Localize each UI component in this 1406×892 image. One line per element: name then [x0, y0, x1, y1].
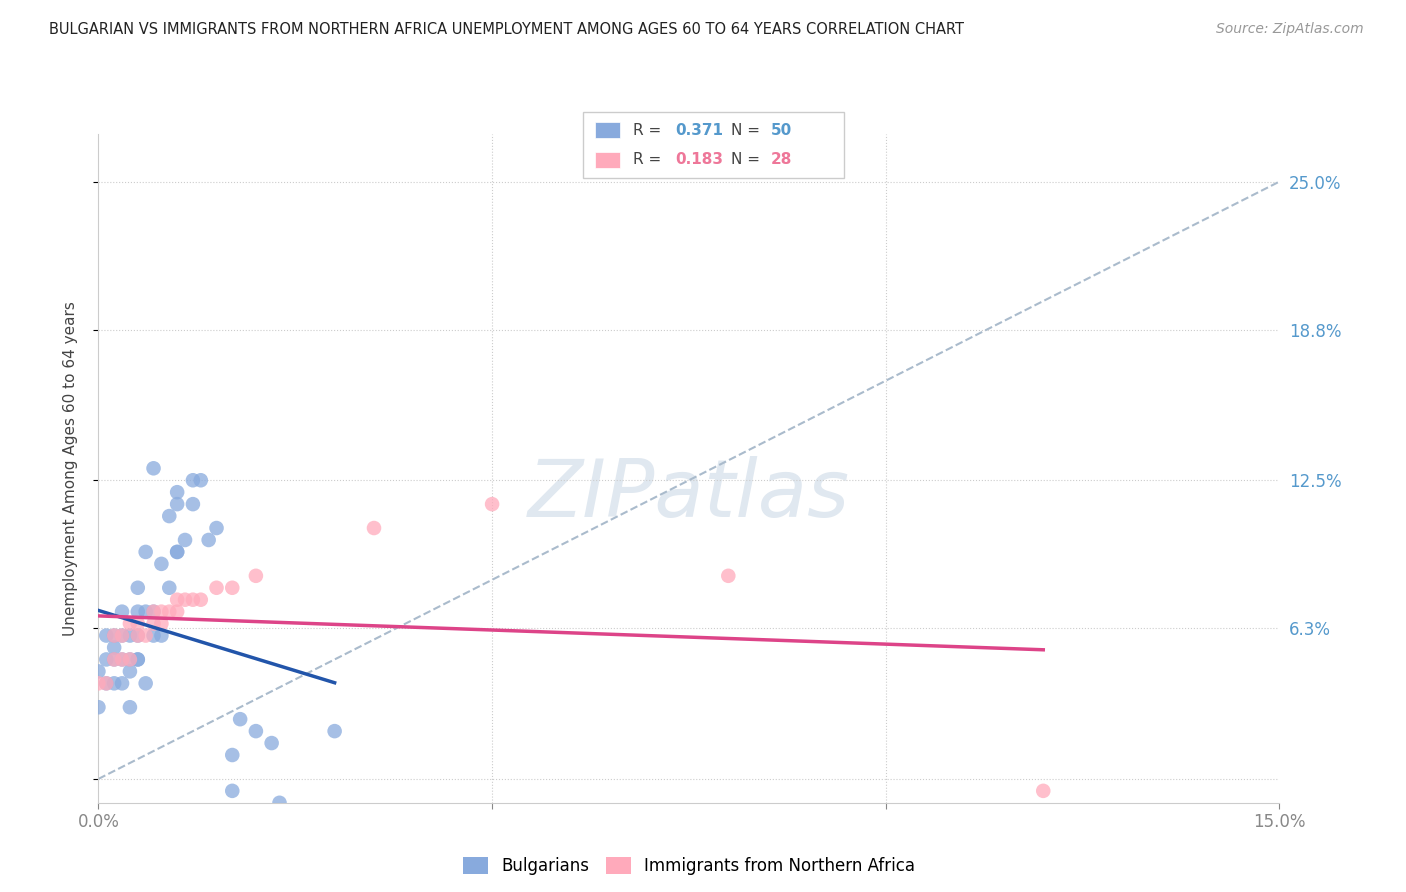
Point — [118, 628, 141, 642]
Point — [260, 736, 283, 750]
Point — [96, 676, 118, 690]
Point — [190, 592, 212, 607]
Point — [127, 628, 149, 642]
Text: R =: R = — [633, 123, 666, 137]
Point — [142, 605, 165, 619]
Text: N =: N = — [731, 153, 765, 167]
Point — [190, 473, 212, 487]
Point — [127, 616, 149, 631]
Point — [323, 724, 346, 739]
Point — [103, 652, 125, 666]
Point — [118, 700, 141, 714]
Point — [166, 545, 188, 559]
Text: 0.371: 0.371 — [675, 123, 723, 137]
Point — [174, 592, 197, 607]
Point — [166, 605, 188, 619]
Point — [166, 592, 188, 607]
Point — [181, 592, 204, 607]
Point — [87, 665, 110, 679]
Point — [135, 605, 157, 619]
Point — [118, 616, 141, 631]
Point — [174, 533, 197, 547]
Point — [87, 700, 110, 714]
Point — [142, 605, 165, 619]
Point — [127, 581, 149, 595]
Point — [245, 724, 267, 739]
Point — [118, 652, 141, 666]
Point — [127, 652, 149, 666]
Point — [717, 569, 740, 583]
Y-axis label: Unemployment Among Ages 60 to 64 years: Unemployment Among Ages 60 to 64 years — [63, 301, 77, 636]
Text: BULGARIAN VS IMMIGRANTS FROM NORTHERN AFRICA UNEMPLOYMENT AMONG AGES 60 TO 64 YE: BULGARIAN VS IMMIGRANTS FROM NORTHERN AF… — [49, 22, 965, 37]
Point — [103, 628, 125, 642]
Point — [205, 581, 228, 595]
Point — [481, 497, 503, 511]
Point — [166, 545, 188, 559]
Text: 0.183: 0.183 — [675, 153, 723, 167]
Point — [96, 652, 118, 666]
Point — [127, 605, 149, 619]
Point — [103, 628, 125, 642]
Point — [127, 652, 149, 666]
Text: Source: ZipAtlas.com: Source: ZipAtlas.com — [1216, 22, 1364, 37]
Point — [135, 676, 157, 690]
Point — [111, 652, 134, 666]
Text: 28: 28 — [770, 153, 792, 167]
Text: ZIPatlas: ZIPatlas — [527, 456, 851, 534]
Point — [197, 533, 219, 547]
Point — [142, 461, 165, 475]
Point — [181, 473, 204, 487]
Point — [127, 628, 149, 642]
Point — [221, 784, 243, 798]
Point — [157, 605, 180, 619]
Point — [157, 581, 180, 595]
Text: 50: 50 — [770, 123, 792, 137]
Point — [111, 652, 134, 666]
Point — [1032, 784, 1054, 798]
Point — [118, 665, 141, 679]
Point — [221, 747, 243, 762]
Point — [96, 628, 118, 642]
Point — [111, 628, 134, 642]
Point — [111, 628, 134, 642]
Point — [205, 521, 228, 535]
Point — [142, 628, 165, 642]
Point — [103, 676, 125, 690]
Point — [96, 676, 118, 690]
Point — [166, 485, 188, 500]
Point — [150, 628, 173, 642]
Point — [269, 796, 291, 810]
Point — [142, 616, 165, 631]
Legend: Bulgarians, Immigrants from Northern Africa: Bulgarians, Immigrants from Northern Afr… — [456, 850, 922, 881]
Point — [221, 581, 243, 595]
Point — [157, 509, 180, 524]
Point — [103, 640, 125, 655]
Text: N =: N = — [731, 123, 765, 137]
Point — [166, 497, 188, 511]
Point — [150, 616, 173, 631]
Point — [135, 628, 157, 642]
Point — [363, 521, 385, 535]
Point — [87, 676, 110, 690]
Text: R =: R = — [633, 153, 666, 167]
Point — [150, 605, 173, 619]
Point — [150, 557, 173, 571]
Point — [229, 712, 252, 726]
Point — [181, 497, 204, 511]
Point — [245, 569, 267, 583]
Point — [135, 545, 157, 559]
Point — [118, 652, 141, 666]
Point — [214, 807, 236, 822]
Point — [111, 676, 134, 690]
Point — [111, 605, 134, 619]
Point — [103, 652, 125, 666]
